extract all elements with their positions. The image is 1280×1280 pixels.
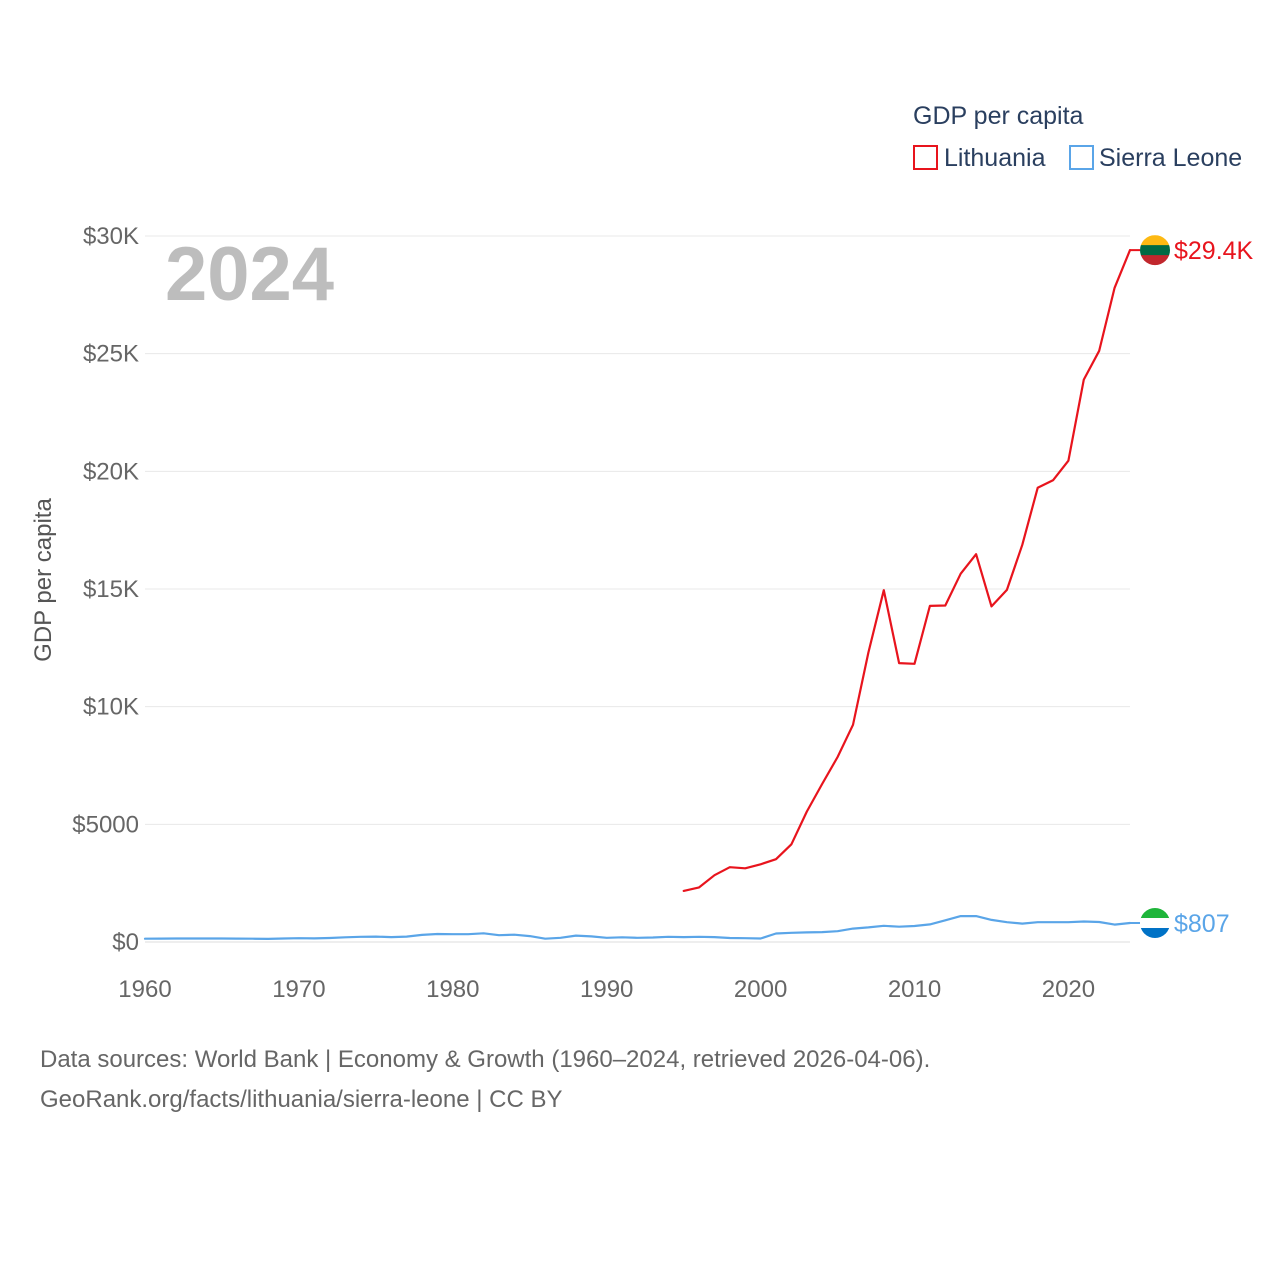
legend: GDP per capita Lithuania Sierra Leone	[913, 102, 1242, 172]
legend-item-lithuania[interactable]: Lithuania	[913, 144, 1046, 172]
legend-label-sierra-leone: Sierra Leone	[1099, 144, 1242, 172]
y-tick-label: $30K	[83, 223, 139, 250]
legend-swatch-lithuania	[913, 145, 938, 170]
y-tick-label: $0	[112, 929, 139, 956]
end-value-label: $29.4K	[1174, 237, 1254, 265]
y-tick-label: $5000	[72, 811, 139, 838]
x-tick-label: 1980	[426, 976, 479, 1003]
legend-label-lithuania: Lithuania	[944, 144, 1046, 172]
y-tick-label: $25K	[83, 341, 139, 368]
grid-lines	[145, 235, 1130, 943]
series-line-lithuania[interactable]	[682, 249, 1132, 893]
series-line-sierra-leone[interactable]	[143, 914, 1132, 941]
legend-swatch-sierra-leone	[1069, 145, 1094, 170]
end-value-label: $807	[1174, 910, 1230, 938]
y-axis-ticks: $0 $5000 $10K $15K $20K $25K $30K	[72, 223, 139, 956]
x-tick-label: 2020	[1042, 976, 1095, 1003]
x-tick-label: 2000	[734, 976, 787, 1003]
x-tick-label: 1970	[272, 976, 325, 1003]
source-link[interactable]: GeoRank.org/facts/lithuania/sierra-leone…	[40, 1086, 563, 1113]
lithuania-flag-icon	[1140, 235, 1170, 266]
y-tick-label: $10K	[83, 694, 139, 721]
legend-item-sierra-leone[interactable]: Sierra Leone	[1069, 144, 1242, 172]
x-tick-label: 1990	[580, 976, 633, 1003]
legend-title: GDP per capita	[913, 102, 1084, 130]
current-year-label: 2024	[165, 232, 334, 317]
data-sources-text: Data sources: World Bank | Economy & Gro…	[40, 1046, 931, 1073]
y-tick-label: $20K	[83, 458, 139, 485]
x-tick-label: 1960	[118, 976, 171, 1003]
series-lines	[143, 249, 1132, 941]
footer: Data sources: World Bank | Economy & Gro…	[40, 1040, 1240, 1120]
x-axis-ticks: 1960 1970 1980 1990 2000 2010 2020	[118, 976, 1095, 1003]
series-endpoints: $29.4K $807	[1130, 235, 1254, 939]
x-tick-label: 2010	[888, 976, 941, 1003]
sierra-leone-flag-icon	[1140, 908, 1170, 939]
y-tick-label: $15K	[83, 576, 139, 603]
y-axis-title: GDP per capita	[30, 498, 57, 662]
